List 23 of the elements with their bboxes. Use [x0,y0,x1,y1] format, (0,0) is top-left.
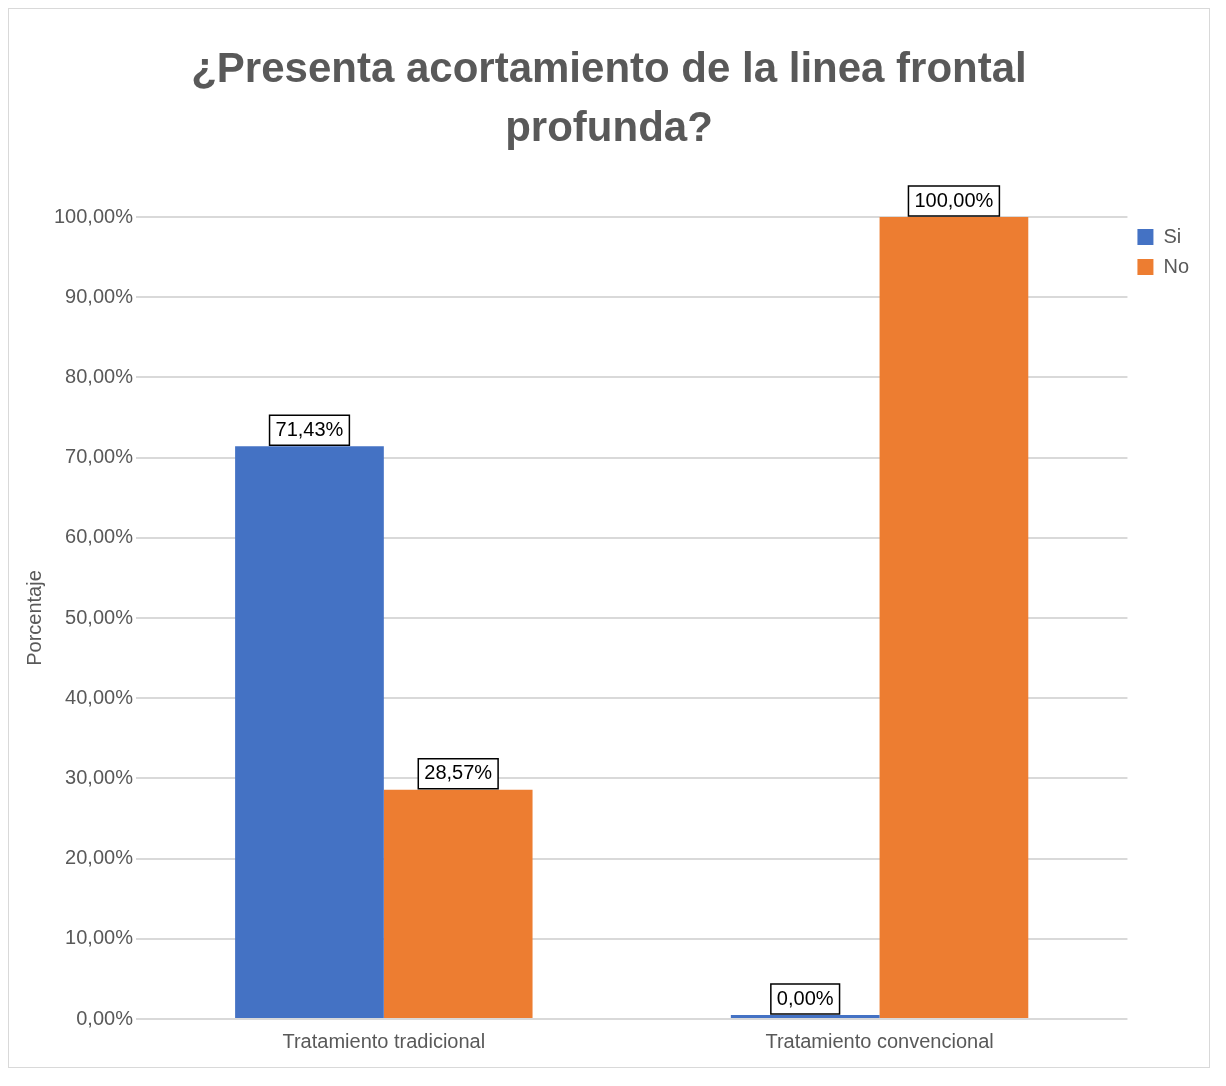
y-tick-label: 0,00% [76,1006,134,1029]
y-tick-label: 100,00% [53,204,134,227]
data-label: 28,57% [424,760,493,783]
y-tick-label: 80,00% [65,364,134,387]
legend-label: Si [1163,224,1182,247]
y-tick-label: 50,00% [65,605,134,628]
bar [730,1014,880,1018]
chart-title: ¿Presenta acortamiento de la linea frontal profunda? [190,43,1028,152]
data-label: 100,00% [914,188,994,211]
x-tick-label: Tratamiento convencional [765,1029,994,1052]
legend-label: No [1163,254,1190,277]
x-tick-label: Tratamiento tradicional [282,1029,486,1052]
y-tick-label: 60,00% [65,524,134,547]
y-axis-title: Porcentaje [22,569,45,666]
y-tick-label: 40,00% [65,685,134,708]
data-label: 71,43% [275,417,344,440]
y-tick-label: 90,00% [65,284,134,307]
data-label: 0,00% [776,986,834,1009]
y-tick-label: 70,00% [65,444,134,467]
y-tick-label: 30,00% [65,765,134,788]
y-tick-label: 20,00% [65,845,134,868]
bar [383,789,533,1018]
y-tick-label: 10,00% [65,925,134,948]
